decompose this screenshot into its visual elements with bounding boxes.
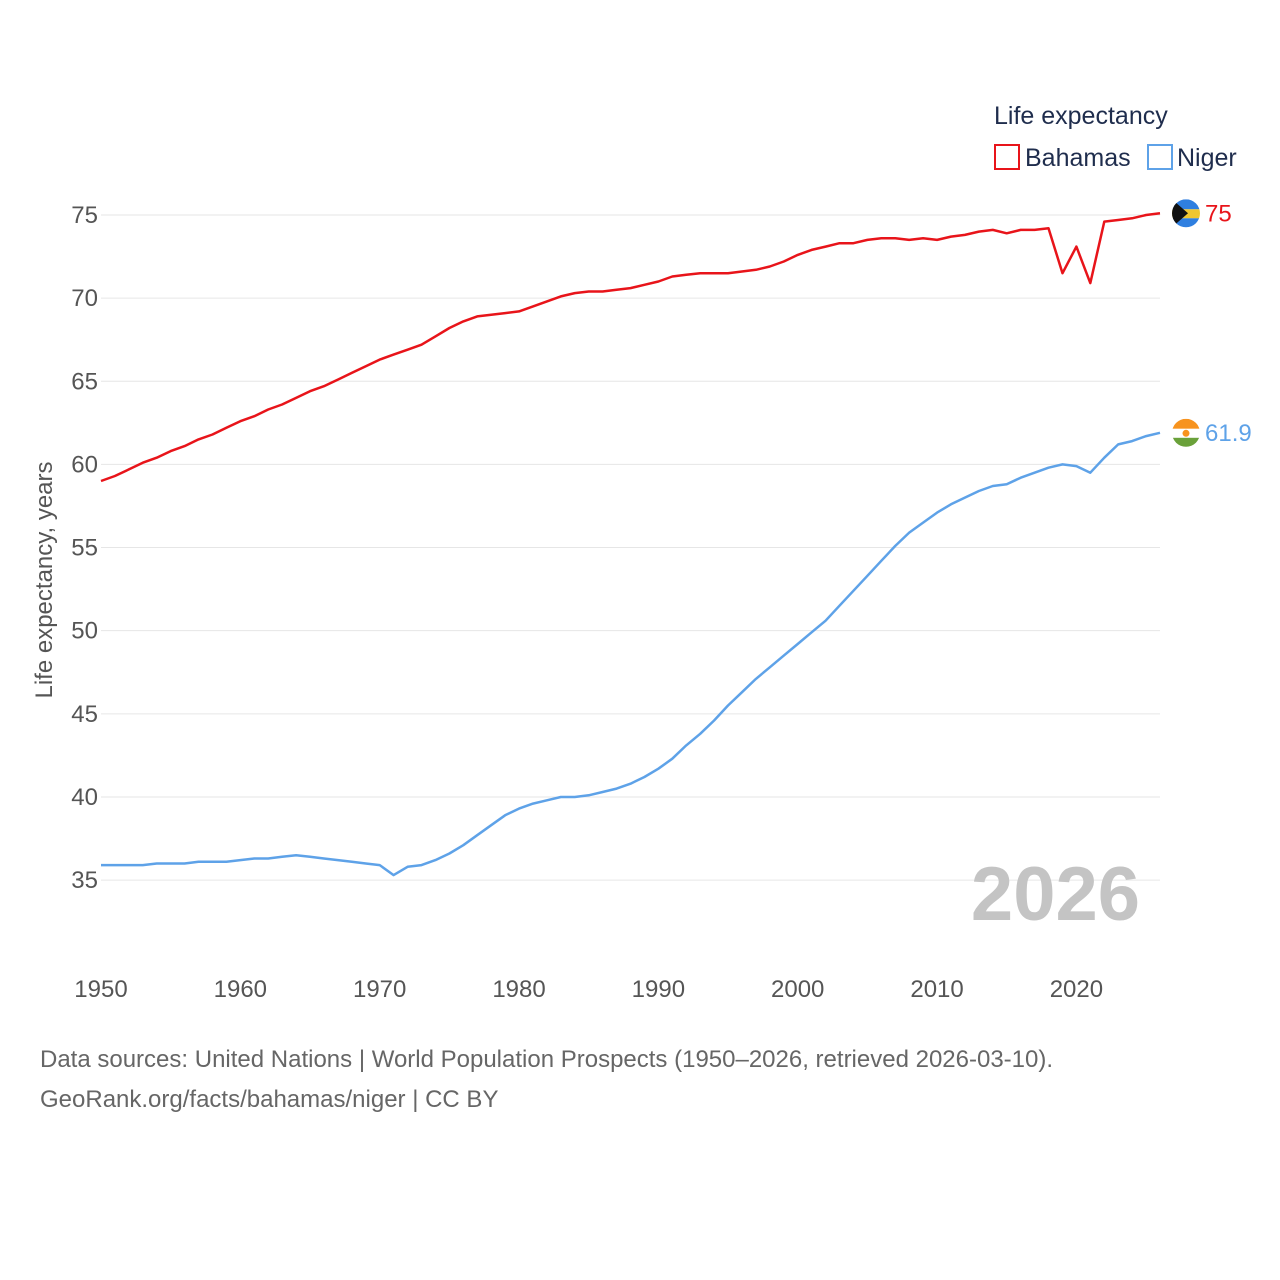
legend-label-bahamas: Bahamas <box>1025 144 1131 172</box>
x-tick-label: 1950 <box>74 976 127 1003</box>
y-tick-label: 35 <box>71 867 98 894</box>
y-tick-label: 40 <box>71 784 98 811</box>
legend-label-niger: Niger <box>1177 144 1237 172</box>
y-tick-label: 70 <box>71 285 98 312</box>
niger-flag-icon <box>1172 418 1200 447</box>
bahamas-flag-icon <box>1172 199 1200 228</box>
x-tick-label: 1990 <box>632 976 685 1003</box>
y-axis-ticks: 35 40 45 50 55 60 65 70 75 <box>71 202 98 894</box>
y-tick-label: 65 <box>71 368 98 395</box>
series-lines <box>100 212 1161 877</box>
legend-swatch-bahamas <box>994 144 1020 170</box>
y-tick-label: 55 <box>71 535 98 562</box>
legend-swatch-niger <box>1147 144 1173 170</box>
y-axis-label: Life expectancy, years <box>31 461 58 698</box>
series-line-bahamas[interactable] <box>100 212 1161 483</box>
series-line-niger[interactable] <box>101 431 1161 877</box>
y-tick-label: 60 <box>71 451 98 478</box>
x-tick-label: 2010 <box>910 976 963 1003</box>
x-tick-label: 2000 <box>771 976 824 1003</box>
y-tick-label: 50 <box>71 618 98 645</box>
legend-item-niger[interactable]: Niger <box>1147 144 1237 172</box>
y-tick-label: 75 <box>71 202 98 229</box>
grid-lines <box>101 214 1160 881</box>
data-sources-text: Data sources: United Nations | World Pop… <box>40 1046 1054 1073</box>
legend-item-bahamas[interactable]: Bahamas <box>994 144 1131 172</box>
footer: Data sources: United Nations | World Pop… <box>40 1040 1260 1120</box>
niger-end-label: 61.9 <box>1205 420 1252 447</box>
year-stamp: 2026 <box>971 852 1140 937</box>
legend: Life expectancy Bahamas Niger <box>994 102 1237 172</box>
attribution-text[interactable]: GeoRank.org/facts/bahamas/niger | CC BY <box>40 1086 499 1113</box>
y-tick-label: 45 <box>71 701 98 728</box>
x-tick-label: 1960 <box>214 976 267 1003</box>
x-tick-label: 2020 <box>1050 976 1103 1003</box>
legend-title: Life expectancy <box>994 102 1168 130</box>
x-tick-label: 1970 <box>353 976 406 1003</box>
bahamas-end-label: 75 <box>1205 200 1232 227</box>
x-tick-label: 1980 <box>492 976 545 1003</box>
x-axis-ticks: 1950 1960 1970 1980 1990 2000 2010 2020 <box>74 976 1103 1003</box>
